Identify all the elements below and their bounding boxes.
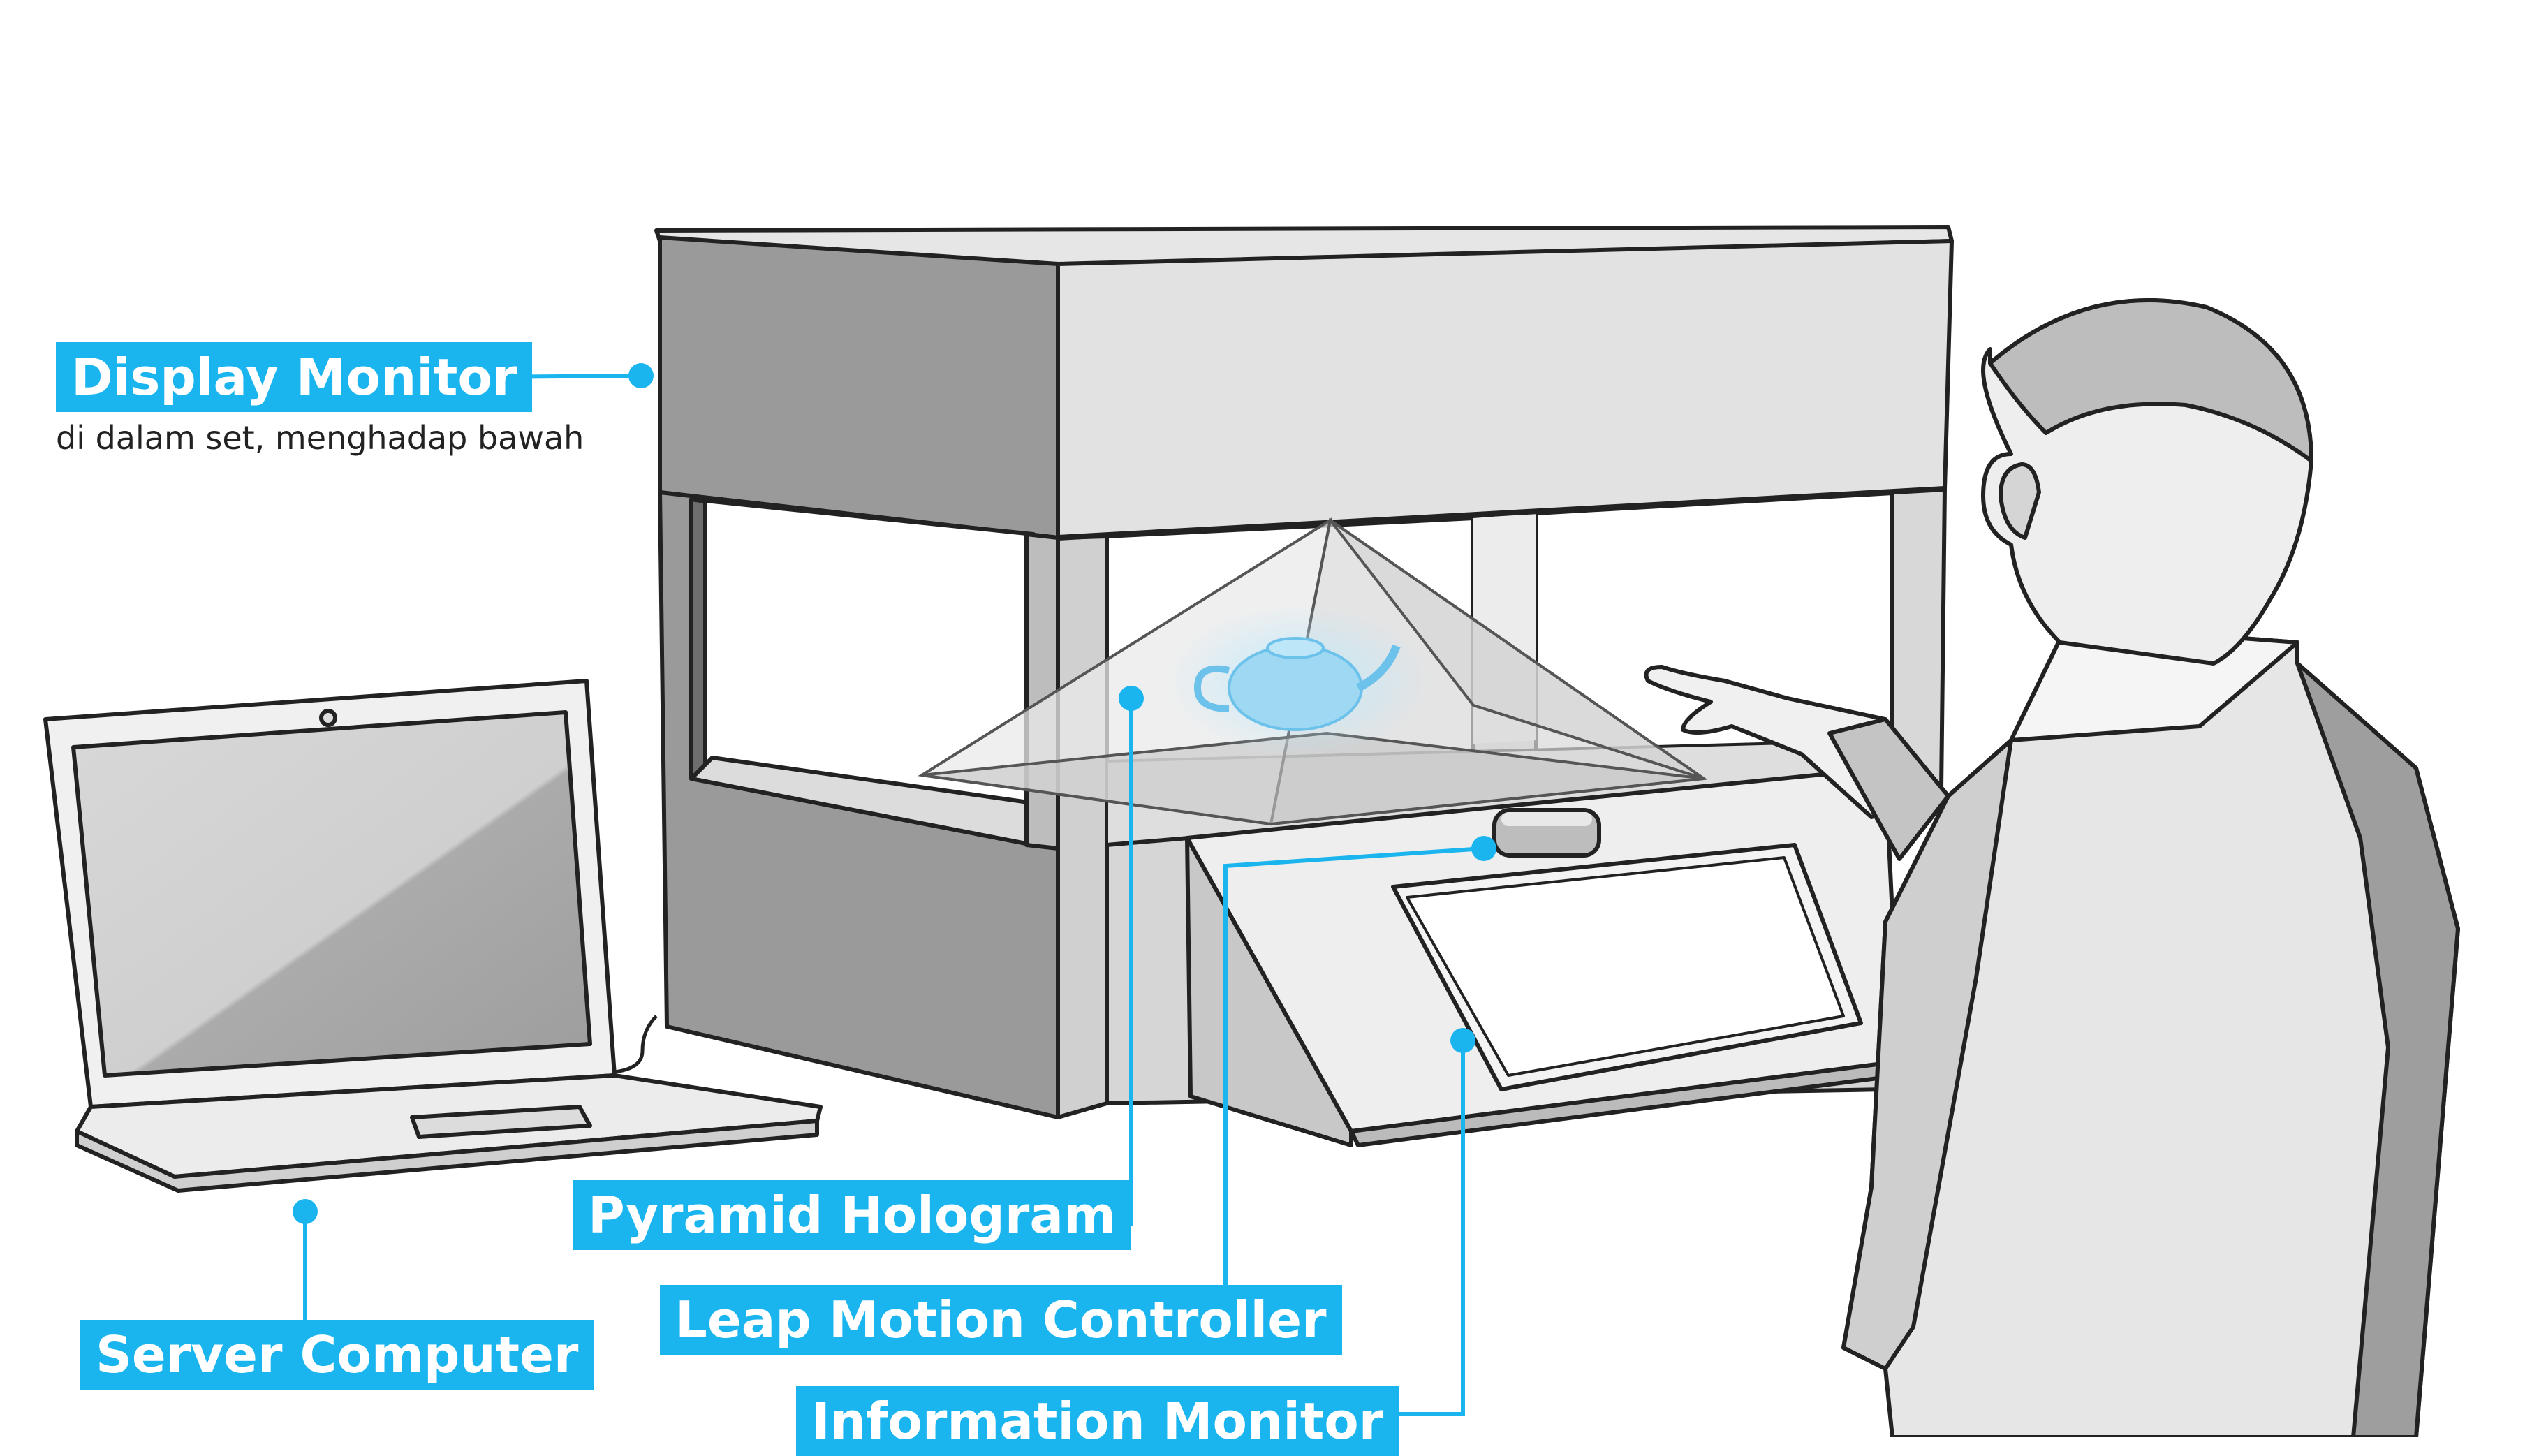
- server-computer-label: Server Computer: [80, 1320, 594, 1390]
- person-illustration: [1644, 298, 2460, 1437]
- teapot-hologram: [1166, 604, 1431, 758]
- laptop-illustration: [43, 679, 823, 1193]
- information-monitor-label: Information Monitor: [796, 1386, 1399, 1456]
- callout-dots: [293, 363, 1496, 1224]
- leap-motion-label: Leap Motion Controller: [660, 1285, 1342, 1355]
- information-monitor: [1185, 766, 1901, 1147]
- display-monitor-label: Display Monitor: [56, 342, 533, 412]
- display-monitor-note: di dalam set, menghadap bawah: [56, 419, 584, 457]
- pyramid-hologram-label: Pyramid Hologram: [573, 1180, 1131, 1250]
- pyramid-hologram-glass: [918, 517, 1708, 826]
- leap-motion-device: [1492, 808, 1601, 858]
